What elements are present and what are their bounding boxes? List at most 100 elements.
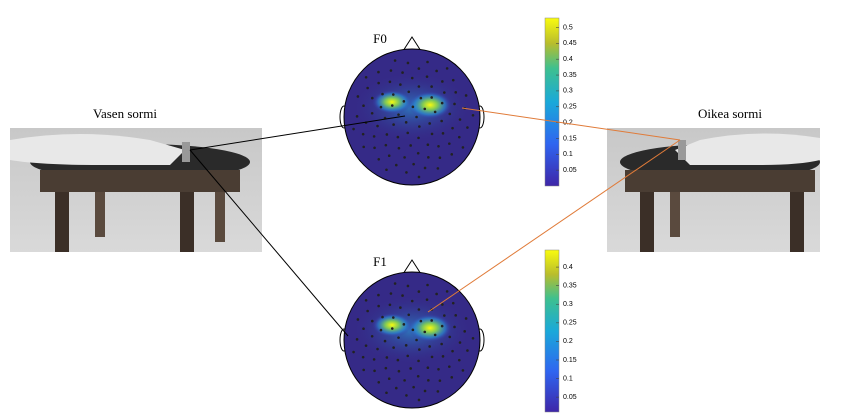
electrode (435, 70, 438, 73)
electrode (380, 329, 383, 332)
electrode (437, 167, 440, 170)
colorbar-tick-label: 0.5 (563, 24, 573, 31)
electrode (365, 344, 368, 347)
electrode (362, 369, 365, 372)
electrode (357, 318, 360, 321)
electrode (411, 77, 414, 80)
electrode (403, 379, 406, 382)
electrode (453, 326, 456, 329)
electrode (466, 126, 469, 129)
electrode (390, 292, 393, 295)
electrode (437, 145, 440, 148)
electrode (398, 147, 401, 150)
electrode (472, 337, 475, 340)
electrode (453, 103, 456, 106)
electrode (417, 137, 420, 140)
electrode (454, 314, 457, 317)
electrode (427, 143, 430, 146)
electrode (352, 128, 355, 131)
electrode (381, 316, 384, 319)
electrode (427, 366, 430, 369)
electrode (458, 359, 461, 362)
electrode (392, 316, 395, 319)
electrode (373, 370, 376, 373)
electrode (392, 346, 395, 349)
electrode (371, 335, 374, 338)
electrode (463, 330, 466, 333)
electrode (403, 323, 406, 326)
left-caption: Vasen sormi (93, 106, 157, 121)
electrode (418, 125, 421, 128)
electrode (373, 358, 376, 361)
electrode (397, 136, 400, 139)
electrode (446, 290, 449, 293)
electrode (411, 300, 414, 303)
electrode (418, 399, 421, 402)
colorbar (545, 250, 559, 412)
electrode (466, 349, 469, 352)
colorbar-tick-label: 0.25 (563, 320, 577, 327)
electrode (385, 367, 388, 370)
electrode (362, 133, 365, 136)
electrode (417, 360, 420, 363)
electrode (371, 97, 374, 100)
electrode (440, 120, 443, 123)
electrode (434, 334, 437, 337)
electrode (441, 102, 444, 105)
electrode (362, 146, 365, 149)
electrode (442, 132, 445, 135)
electrode (407, 91, 410, 94)
electrode (462, 369, 465, 372)
electrode (441, 325, 444, 328)
right-caption: Oikea sormi (698, 106, 762, 121)
electrode (443, 314, 446, 317)
electrode (423, 108, 426, 111)
electrode (377, 305, 380, 308)
electrode (412, 106, 415, 109)
electrode (409, 144, 412, 147)
electrode (371, 112, 374, 115)
electrode (450, 376, 453, 379)
panel-label: F1 (373, 254, 387, 269)
electrode (405, 344, 408, 347)
electrode (412, 329, 415, 332)
electrode (426, 61, 429, 64)
electrode (394, 59, 397, 62)
electrode (356, 338, 359, 341)
electrode (398, 370, 401, 373)
electrode (439, 156, 442, 159)
electrode (377, 71, 380, 74)
electrode (377, 294, 380, 297)
electrode (426, 284, 429, 287)
electrode (385, 391, 388, 394)
electrode (373, 135, 376, 138)
electrode (420, 97, 423, 100)
electrode (452, 79, 455, 82)
electrode (442, 355, 445, 358)
electrode (430, 85, 433, 88)
electrode (405, 394, 408, 397)
electrode (412, 163, 415, 166)
electrode (388, 377, 391, 380)
electrode (377, 82, 380, 85)
colorbar-tick-label: 0.05 (563, 394, 577, 401)
electrode (356, 115, 359, 118)
electrode (448, 113, 451, 116)
electrode (401, 71, 404, 74)
electrode (395, 387, 398, 390)
electrode (428, 122, 431, 125)
electrode (451, 350, 454, 353)
electrode (365, 76, 368, 79)
colorbar-tick-label: 0.3 (563, 88, 573, 95)
electrode (418, 348, 421, 351)
activity (372, 90, 412, 114)
colorbar-tick-label: 0.1 (563, 151, 573, 158)
electrode (386, 356, 389, 359)
figure: Vasen sormi Oikea sormi F00.050.10.150.2… (0, 0, 849, 414)
electrode (448, 336, 451, 339)
electrode (424, 390, 427, 393)
electrode (388, 154, 391, 157)
electrode (362, 104, 365, 107)
electrode (397, 336, 400, 339)
electrode (376, 348, 379, 351)
